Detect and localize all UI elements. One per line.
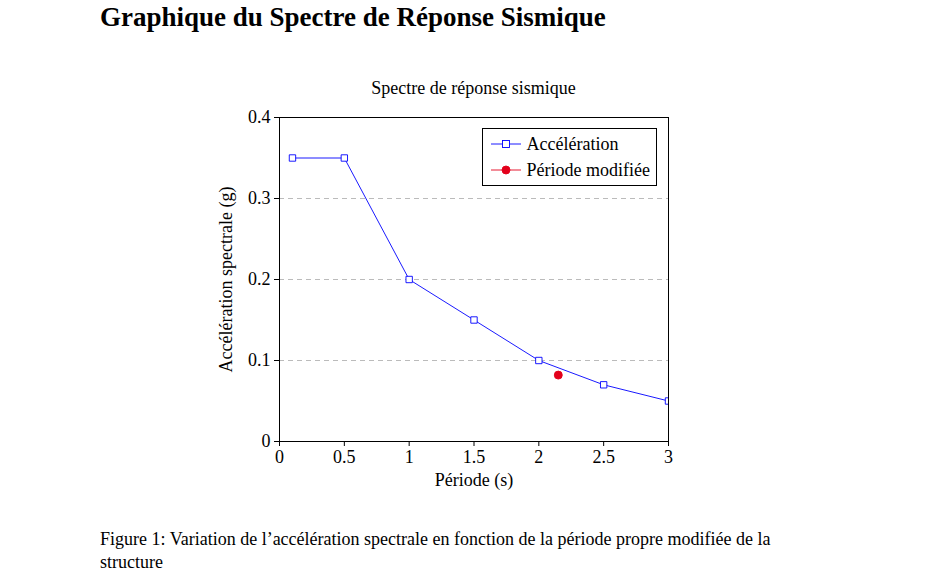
html-text:Accélération: Accélération [526, 133, 619, 154]
html-text:Période modifiée: Période modifiée [526, 159, 650, 180]
svg-text:0.5: 0.5 [333, 447, 356, 467]
svg-text:0: 0 [262, 431, 271, 451]
svg-text:0.4: 0.4 [248, 107, 271, 127]
svg-text:0.1: 0.1 [248, 350, 271, 370]
svg-text:0.2: 0.2 [248, 269, 271, 289]
svg-text:0: 0 [275, 447, 284, 467]
svg-text:0.3: 0.3 [248, 188, 271, 208]
svg-text:1.5: 1.5 [463, 447, 486, 467]
html-text:Graphique du Spectre de Répons: Graphique du Spectre de Réponse Sismique [100, 2, 606, 32]
html-text:Spectre de réponse sismique: Spectre de réponse sismique [371, 78, 576, 98]
html-text:Figure 1: Variation de l’accél: Figure 1: Variation de l’accélération sp… [100, 529, 771, 572]
svg-text:Période (s): Période (s) [435, 470, 513, 491]
svg-text:2: 2 [534, 447, 543, 467]
svg-text:Accélération spectrale (g): Accélération spectrale (g) [216, 187, 237, 373]
svg-text:1: 1 [405, 447, 414, 467]
svg-text:2.5: 2.5 [592, 447, 615, 467]
svg-text:3: 3 [664, 447, 673, 467]
